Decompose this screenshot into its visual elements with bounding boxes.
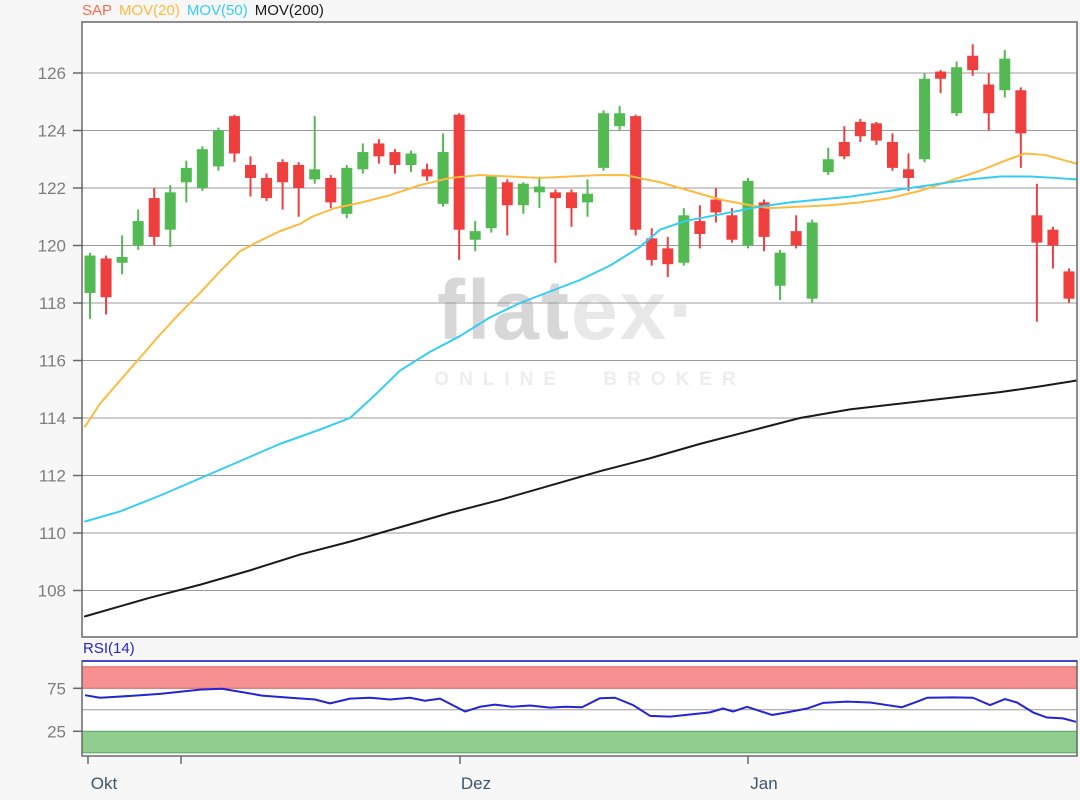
candle xyxy=(582,179,594,217)
candle xyxy=(1031,183,1043,322)
x-tick-label: Dez xyxy=(461,774,491,793)
y-tick-label: 118 xyxy=(39,294,66,313)
legend-mov20: MOV(20) xyxy=(119,2,180,19)
candle xyxy=(774,249,786,301)
candle xyxy=(614,106,626,131)
candle xyxy=(806,219,818,303)
candle xyxy=(902,153,914,191)
candle xyxy=(277,159,289,210)
candle xyxy=(935,70,947,94)
candle xyxy=(148,188,160,246)
candle xyxy=(100,255,112,315)
candle xyxy=(598,110,610,171)
candle xyxy=(389,149,401,174)
y-tick-label: 114 xyxy=(39,409,66,428)
candle xyxy=(854,119,866,142)
candle xyxy=(1047,226,1059,269)
candle xyxy=(822,147,834,176)
watermark-flatex: flatex· xyxy=(437,263,698,357)
rsi-overbought-band xyxy=(81,666,1078,689)
candle xyxy=(309,116,321,184)
candle xyxy=(164,185,176,247)
y-tick-label: 120 xyxy=(38,237,66,256)
candle xyxy=(180,160,192,203)
rsi-label: RSI(14) xyxy=(83,640,135,657)
legend-mov200: MOV(200) xyxy=(254,2,324,19)
rsi-oversold-band xyxy=(81,730,1078,754)
rsi-line xyxy=(84,687,1077,723)
candle xyxy=(726,208,738,243)
candles xyxy=(84,44,1075,322)
y-tick-label: 112 xyxy=(39,467,66,486)
candle xyxy=(983,73,995,131)
candle xyxy=(357,143,369,174)
candle xyxy=(485,175,497,233)
candle xyxy=(437,133,449,207)
candle xyxy=(646,228,658,266)
candle xyxy=(838,126,850,160)
candle xyxy=(373,139,385,164)
candle xyxy=(501,179,513,236)
y-tick-label: 126 xyxy=(38,64,66,83)
candle xyxy=(886,133,898,171)
candle xyxy=(132,209,144,250)
candle xyxy=(196,146,208,191)
candle xyxy=(951,61,963,117)
candle xyxy=(549,189,561,263)
candle xyxy=(630,114,642,236)
price-legend: SAP MOV(20) MOV(50) MOV(200) xyxy=(82,2,324,19)
y-tick-label: 110 xyxy=(39,524,66,543)
candle xyxy=(325,175,337,209)
candle xyxy=(710,188,722,223)
candle xyxy=(565,189,577,227)
candle xyxy=(116,235,128,275)
candle xyxy=(919,73,931,163)
y-tick-label: 108 xyxy=(38,582,66,601)
price-panel-border xyxy=(81,21,1078,638)
flatex-watermark: flatex· ONLINE BROKER xyxy=(434,263,745,390)
x-tick-label: Okt xyxy=(91,774,118,793)
candle xyxy=(228,114,240,163)
y-tick-label: 122 xyxy=(38,179,66,198)
ma-line-mov20 xyxy=(84,152,1077,428)
candle xyxy=(694,205,706,249)
candle xyxy=(999,50,1011,98)
candle xyxy=(967,44,979,76)
candle xyxy=(662,236,674,278)
candle xyxy=(517,182,529,214)
legend-mov50: MOV(50) xyxy=(186,2,248,19)
candle xyxy=(261,173,273,201)
candle xyxy=(453,113,465,260)
candle xyxy=(742,177,754,249)
y-tick-label: 116 xyxy=(39,352,66,371)
candle xyxy=(212,127,224,171)
rsi-tick-label: 25 xyxy=(47,722,66,741)
rsi-tick-label: 75 xyxy=(47,679,66,698)
candle xyxy=(84,252,96,319)
candle xyxy=(533,176,545,209)
ma-line-mov50 xyxy=(84,175,1077,523)
candle xyxy=(1063,268,1075,303)
ma-line-mov200 xyxy=(84,379,1077,618)
candle xyxy=(293,162,305,217)
candle xyxy=(790,215,802,249)
candle xyxy=(469,221,481,252)
candle xyxy=(421,163,433,181)
candle xyxy=(870,121,882,145)
legend-sap: SAP xyxy=(82,2,113,19)
candle xyxy=(245,156,257,197)
watermark-subtitle: ONLINE BROKER xyxy=(434,369,745,390)
price-panel xyxy=(82,22,1077,637)
candle xyxy=(341,165,353,219)
x-tick-label: Jan xyxy=(750,774,777,793)
candle xyxy=(405,150,417,173)
candle xyxy=(678,208,690,266)
y-tick-label: 124 xyxy=(38,122,66,141)
